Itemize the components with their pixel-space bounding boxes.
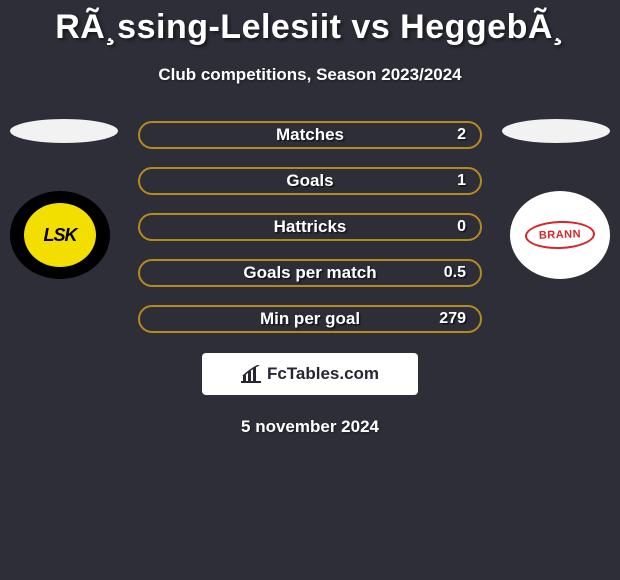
- root: RÃ¸ssing-Lelesiit vs HeggebÃ¸ Club compe…: [0, 0, 620, 437]
- site-logo-text: FcTables.com: [267, 364, 379, 384]
- left-column: LSK: [10, 119, 130, 279]
- stat-row-matches: Matches 2: [138, 121, 482, 149]
- stat-label: Matches: [276, 125, 344, 145]
- stat-label: Hattricks: [274, 217, 347, 237]
- site-logo-box: FcTables.com: [202, 353, 418, 395]
- main-row: LSK Matches 2 Goals 1 Hattricks 0 Goals …: [0, 119, 620, 333]
- stat-value: 279: [439, 310, 466, 328]
- stat-value: 2: [457, 126, 466, 144]
- page-title: RÃ¸ssing-Lelesiit vs HeggebÃ¸: [55, 0, 564, 47]
- left-flag-ellipse: [10, 119, 118, 143]
- stats-column: Matches 2 Goals 1 Hattricks 0 Goals per …: [138, 119, 482, 333]
- right-club-badge-text: BRANN: [525, 220, 596, 250]
- stat-row-mpg: Min per goal 279: [138, 305, 482, 333]
- stat-value: 0.5: [444, 264, 466, 282]
- page-subtitle: Club competitions, Season 2023/2024: [158, 65, 461, 85]
- right-club-badge: BRANN: [510, 191, 610, 279]
- left-club-badge: LSK: [10, 191, 110, 279]
- right-column: BRANN: [490, 119, 610, 279]
- left-club-badge-text: LSK: [24, 203, 96, 267]
- right-flag-ellipse: [502, 119, 610, 143]
- stat-row-goals: Goals 1: [138, 167, 482, 195]
- stat-row-gpm: Goals per match 0.5: [138, 259, 482, 287]
- stat-label: Goals per match: [243, 263, 376, 283]
- bar-chart-icon: [241, 365, 261, 383]
- footer-date: 5 november 2024: [241, 417, 379, 437]
- stat-row-hattricks: Hattricks 0: [138, 213, 482, 241]
- stat-label: Goals: [286, 171, 333, 191]
- stat-value: 1: [457, 172, 466, 190]
- stat-label: Min per goal: [260, 309, 360, 329]
- stat-value: 0: [457, 218, 466, 236]
